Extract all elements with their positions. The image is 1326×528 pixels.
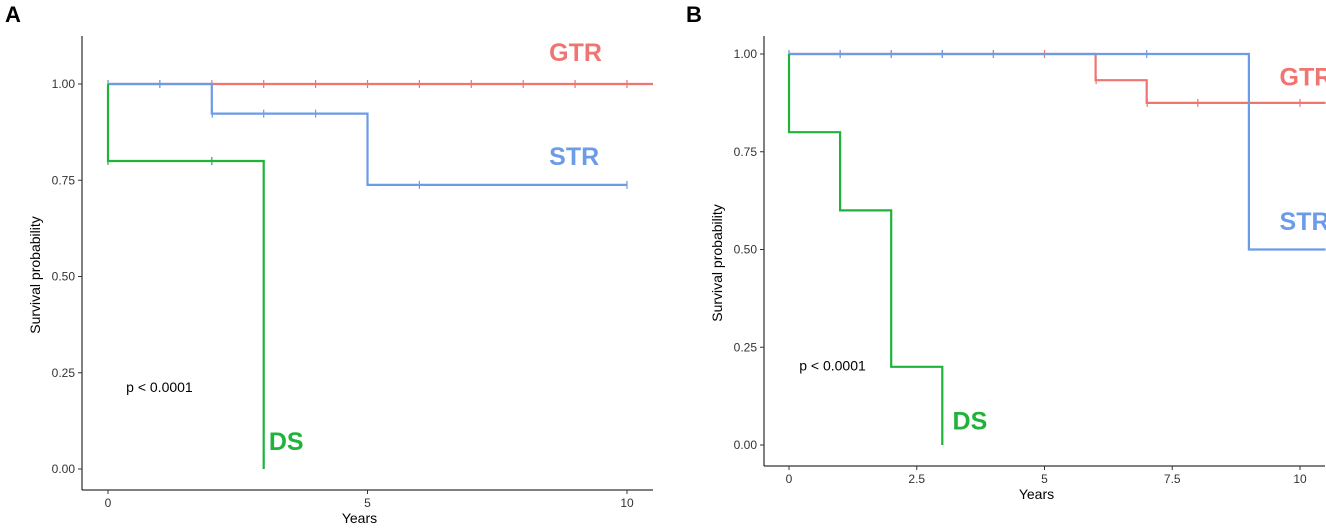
chart-panel-a: 0.00 0.25 0.50 0.75 1.00 0 5 10 Years Survival pr… — [27, 36, 653, 526]
series-label-ds: DS — [953, 407, 988, 435]
x-tick-label: 10 — [620, 496, 634, 510]
survival-curve-str — [789, 52, 1326, 251]
y-tick-label: 0.50 — [734, 243, 758, 257]
y-tick-label: 1.00 — [734, 47, 758, 61]
y-tick-label: 0.25 — [734, 340, 758, 354]
x-axis-title: Years — [342, 510, 377, 526]
y-tick-label: 1.00 — [52, 77, 76, 91]
survival-curve-ds — [787, 54, 944, 445]
series-label-gtr: GTR — [1280, 63, 1326, 91]
x-tick-label: 0 — [786, 472, 793, 486]
survival-curve-str — [108, 82, 627, 186]
y-tick-label: 0.75 — [734, 145, 758, 159]
x-tick-label: 0 — [105, 496, 112, 510]
y-tick-label: 0.25 — [52, 366, 76, 380]
y-tick-label: 0.75 — [52, 173, 76, 187]
y-axis-title: Survival probability — [709, 204, 725, 322]
x-tick-label: 5 — [1041, 472, 1048, 486]
x-tick-label: 10 — [1293, 472, 1307, 486]
y-tick-label: 0.00 — [52, 462, 76, 476]
panel-label-b: B — [686, 2, 702, 27]
chart-panel-b: 0.00 0.25 0.50 0.75 1.00 0 2.5 5 7.5 10 Years Survi… — [709, 36, 1326, 502]
y-tick-label: 0.00 — [734, 438, 758, 452]
p-value-annotation: p < 0.0001 — [126, 379, 193, 395]
y-tick-label: 0.50 — [52, 270, 76, 284]
x-tick-label: 7.5 — [1164, 472, 1181, 486]
series-label-str: STR — [1280, 208, 1326, 236]
x-tick-label: 2.5 — [908, 472, 925, 486]
p-value-annotation: p < 0.0001 — [799, 358, 866, 374]
series-label-gtr: GTR — [549, 39, 602, 67]
x-tick-label: 5 — [364, 496, 371, 510]
survival-curve-gtr — [789, 52, 1326, 105]
y-axis-title: Survival probability — [27, 216, 43, 334]
series-label-ds: DS — [269, 428, 304, 456]
panel-label-a: A — [5, 2, 21, 27]
x-axis-title: Years — [1019, 486, 1054, 502]
series-label-str: STR — [549, 143, 599, 171]
survival-curve-ds — [106, 84, 265, 469]
